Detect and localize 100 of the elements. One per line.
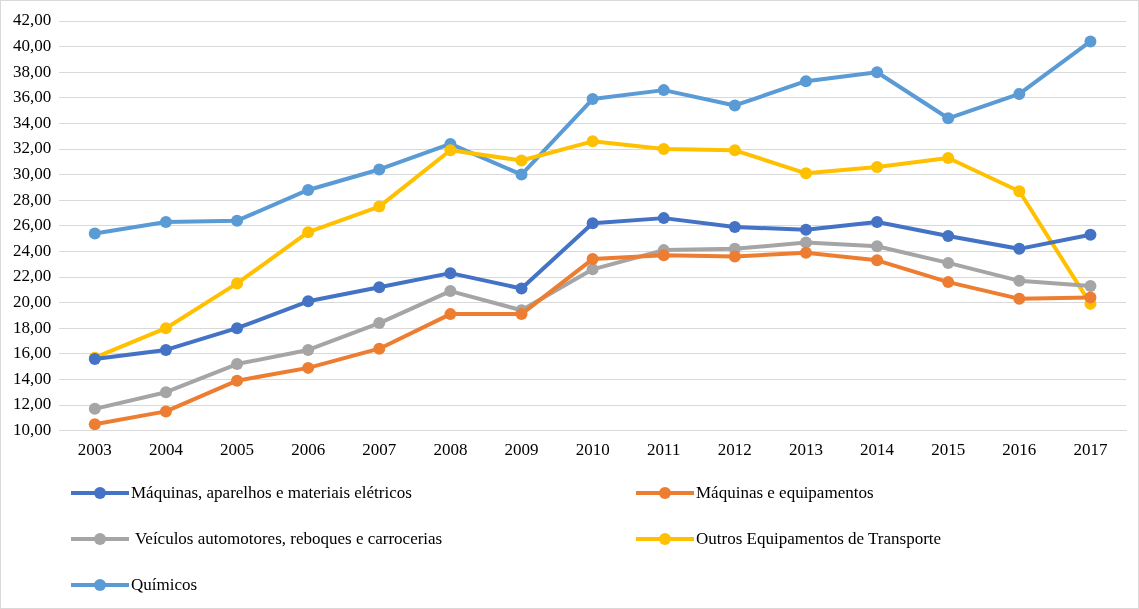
point — [1084, 228, 1097, 241]
point — [515, 154, 528, 167]
x-tick-label: 2010 — [575, 440, 610, 460]
point — [373, 317, 386, 330]
point — [302, 361, 315, 374]
point — [871, 215, 884, 228]
point — [231, 214, 244, 227]
y-tick-label: 14,00 — [13, 368, 52, 388]
y-tick-label: 32,00 — [13, 138, 52, 158]
x-tick-label: 2012 — [717, 440, 752, 460]
point — [728, 221, 741, 234]
y-tick-label: 40,00 — [13, 36, 52, 56]
x-tick-label: 2007 — [362, 440, 397, 460]
point — [231, 277, 244, 290]
legend-label: Máquinas e equipamentos — [696, 483, 874, 503]
point — [373, 342, 386, 355]
point — [942, 256, 955, 269]
point — [799, 167, 812, 180]
point — [159, 343, 172, 356]
point — [799, 75, 812, 88]
point — [1013, 292, 1026, 305]
x-tick-label: 2014 — [860, 440, 895, 460]
point — [88, 227, 101, 240]
legend-label: Máquinas, aparelhos e materiais elétricos — [131, 483, 412, 503]
point — [88, 402, 101, 415]
point — [231, 322, 244, 335]
point — [1013, 87, 1026, 100]
point — [871, 254, 884, 267]
point — [373, 281, 386, 294]
point — [302, 343, 315, 356]
point — [444, 308, 457, 321]
point — [159, 322, 172, 335]
point — [302, 295, 315, 308]
y-tick-label: 10,00 — [13, 420, 52, 440]
legend-label: Outros Equipamentos de Transporte — [696, 529, 942, 549]
x-tick-label: 2005 — [220, 440, 255, 460]
x-tick-label: 2011 — [647, 440, 681, 460]
point — [1084, 35, 1097, 48]
point — [515, 168, 528, 181]
point — [515, 282, 528, 295]
point — [799, 223, 812, 236]
y-tick-label: 36,00 — [13, 87, 52, 107]
point — [586, 253, 599, 266]
point — [799, 246, 812, 259]
point — [942, 151, 955, 164]
point — [586, 93, 599, 106]
point — [444, 144, 457, 157]
point — [373, 200, 386, 213]
point — [373, 163, 386, 176]
legend-label: Químicos — [131, 575, 198, 595]
x-tick-label: 2016 — [1002, 440, 1037, 460]
y-tick-label: 34,00 — [13, 112, 52, 132]
point — [444, 267, 457, 280]
point — [799, 236, 812, 249]
point — [586, 263, 599, 276]
point — [88, 418, 101, 431]
x-tick-label: 2015 — [931, 440, 966, 460]
point — [728, 250, 741, 263]
y-tick-label: 30,00 — [13, 164, 52, 184]
point — [657, 249, 670, 262]
x-tick-label: 2003 — [77, 440, 112, 460]
point — [1013, 274, 1026, 287]
y-tick-label: 28,00 — [13, 189, 52, 209]
x-tick-label: 2006 — [291, 440, 326, 460]
x-tick-label: 2004 — [148, 440, 184, 460]
y-tick-label: 22,00 — [13, 266, 52, 286]
point — [159, 215, 172, 228]
point — [586, 135, 599, 148]
y-tick-label: 42,00 — [13, 10, 52, 30]
x-tick-label: 2008 — [433, 440, 468, 460]
point — [1084, 291, 1097, 304]
point — [657, 212, 670, 225]
point — [871, 66, 884, 79]
x-tick-label: 2017 — [1073, 440, 1108, 460]
point — [871, 160, 884, 173]
point — [586, 217, 599, 230]
point — [657, 143, 670, 155]
legend-label: Veículos automotores, reboques e carrocerias — [133, 529, 443, 549]
y-tick-label: 20,00 — [13, 292, 52, 312]
point — [942, 112, 955, 125]
point — [942, 276, 955, 289]
y-tick-label: 12,00 — [13, 394, 52, 414]
point — [942, 230, 955, 243]
y-tick-label: 16,00 — [13, 343, 52, 363]
point — [231, 358, 244, 371]
x-tick-label: 2013 — [788, 440, 823, 460]
point — [657, 84, 670, 97]
point — [302, 183, 315, 196]
y-tick-label: 26,00 — [13, 215, 52, 235]
point — [1084, 279, 1097, 292]
x-tick-label: 2009 — [504, 440, 539, 460]
point — [302, 226, 315, 239]
point — [728, 99, 741, 112]
y-tick-label: 18,00 — [13, 317, 52, 337]
y-tick-label: 38,00 — [13, 61, 52, 81]
point — [871, 240, 884, 253]
point — [515, 308, 528, 321]
point — [1013, 185, 1026, 198]
point — [159, 405, 172, 418]
point — [1013, 242, 1026, 255]
